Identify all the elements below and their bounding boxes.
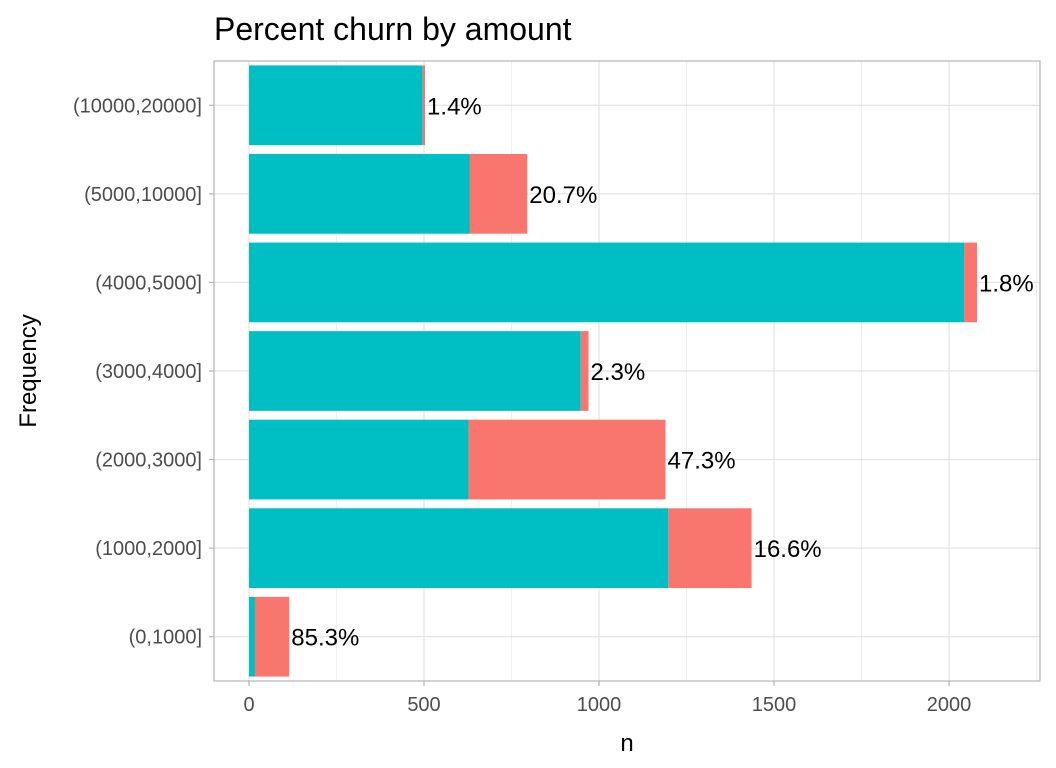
bar-0-4 bbox=[249, 242, 965, 323]
y-tick-label-1: (1000,2000] bbox=[95, 538, 202, 560]
y-tick-label-5: (5000,10000] bbox=[84, 184, 202, 206]
y-tick-label-0: (0,1000] bbox=[129, 627, 202, 649]
bar-0-0 bbox=[249, 596, 255, 677]
bar-label-0: 85.3% bbox=[291, 625, 359, 652]
bar-1-3 bbox=[580, 331, 589, 411]
bar-label-2: 47.3% bbox=[668, 448, 736, 475]
x-tick-label-2: 1000 bbox=[577, 694, 622, 716]
bar-0-2 bbox=[249, 419, 469, 500]
bar-1-1 bbox=[668, 508, 752, 588]
y-tick-label-4: (4000,5000] bbox=[95, 272, 202, 294]
bar-0-3 bbox=[249, 331, 581, 411]
x-tick-label-3: 1500 bbox=[752, 694, 797, 716]
bar-label-3: 2.3% bbox=[591, 359, 646, 386]
bar-label-5: 20.7% bbox=[529, 182, 597, 209]
y-tick-label-2: (2000,3000] bbox=[95, 450, 202, 472]
y-axis-title: Frequency bbox=[15, 314, 42, 427]
axis-ticks: 0 500 1000 1500 2000 (0,1000] (1000,2000] (2000… bbox=[73, 95, 971, 716]
bar-1-2 bbox=[468, 419, 666, 500]
data-labels: 85.3% 16.6% 47.3% 2.3% 1.8% 20.7% 1.4% bbox=[291, 93, 1033, 651]
bar-label-1: 16.6% bbox=[754, 536, 822, 563]
x-axis-title: n bbox=[620, 730, 633, 757]
x-tick-label-1: 500 bbox=[407, 694, 440, 716]
bar-1-6 bbox=[422, 65, 426, 146]
bar-1-5 bbox=[469, 154, 528, 234]
bar-1-4 bbox=[964, 242, 977, 323]
bar-label-4: 1.8% bbox=[979, 270, 1034, 297]
x-tick-label-4: 2000 bbox=[927, 694, 972, 716]
x-tick-label-0: 0 bbox=[243, 694, 254, 716]
bars bbox=[249, 65, 977, 677]
bar-label-6: 1.4% bbox=[427, 93, 482, 120]
bar-1-0 bbox=[254, 596, 290, 677]
bar-0-1 bbox=[249, 508, 669, 588]
bar-0-6 bbox=[249, 65, 423, 146]
chart-title: Percent churn by amount bbox=[214, 11, 572, 47]
bar-0-5 bbox=[249, 154, 470, 234]
y-tick-label-3: (3000,4000] bbox=[95, 361, 202, 383]
y-tick-label-6: (10000,20000] bbox=[73, 95, 202, 117]
